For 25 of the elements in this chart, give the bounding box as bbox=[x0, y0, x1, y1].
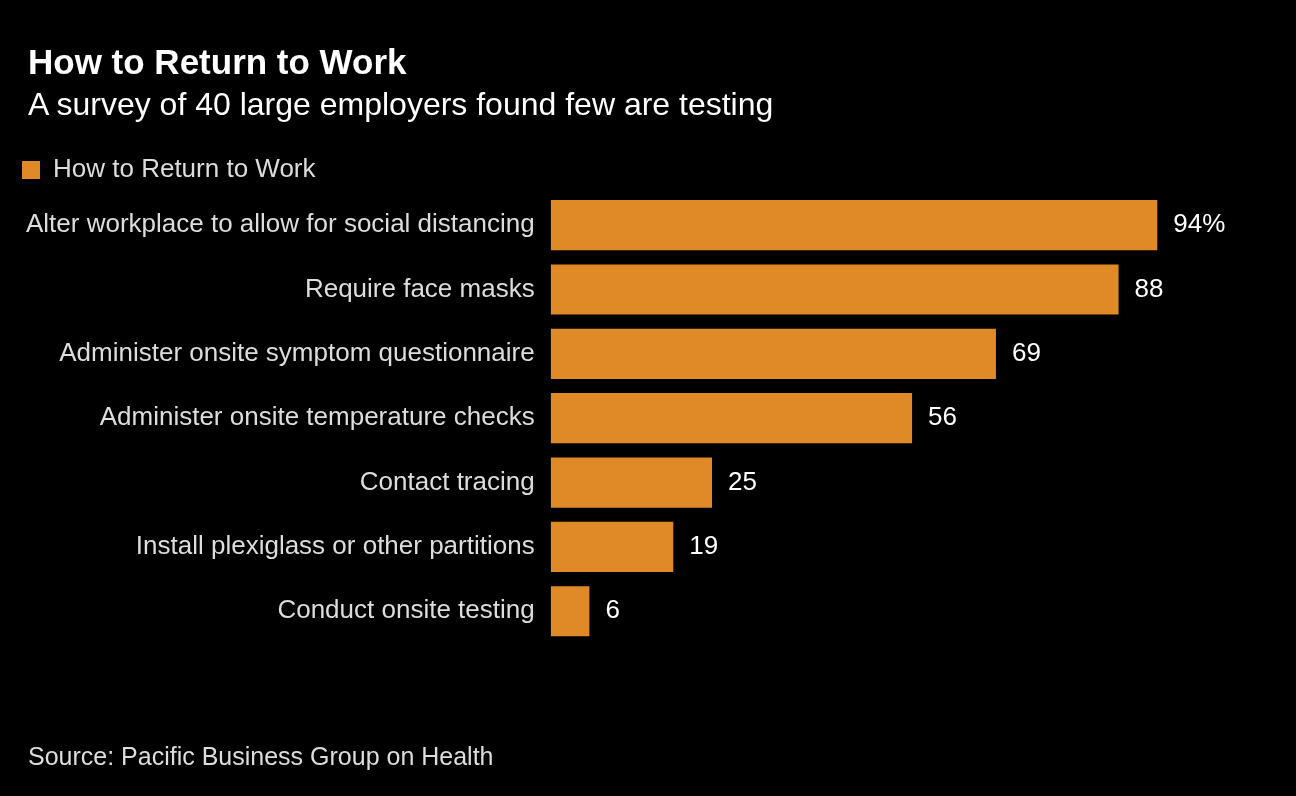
bar bbox=[550, 264, 1119, 315]
bar bbox=[550, 328, 996, 379]
data-label: 88 bbox=[1134, 272, 1164, 303]
data-label: 56 bbox=[928, 401, 957, 432]
y-tick-label: Conduct onsite testing bbox=[277, 594, 535, 625]
y-tick-label: Administer onsite symptom questionnaire bbox=[59, 337, 535, 368]
bar bbox=[550, 521, 674, 572]
data-label: 6 bbox=[605, 594, 620, 625]
chart-subtitle: A survey of 40 large employers found few are testing bbox=[28, 86, 774, 123]
y-tick-label: Require face masks bbox=[304, 272, 535, 303]
y-tick-label: Administer onsite temperature checks bbox=[99, 401, 535, 432]
bar bbox=[550, 393, 913, 444]
legend-label: How to Return to Work bbox=[53, 153, 317, 184]
bar bbox=[550, 586, 590, 637]
text: How to Return to Work bbox=[28, 42, 407, 82]
y-tick-label: Install plexiglass or other partitions bbox=[135, 530, 535, 561]
data-label: 69 bbox=[1011, 337, 1041, 368]
bar bbox=[550, 457, 713, 508]
data-label: 94% bbox=[1173, 208, 1226, 239]
data-label: 19 bbox=[689, 530, 719, 561]
data-label: 25 bbox=[728, 465, 757, 496]
bar bbox=[550, 200, 1158, 251]
y-tick-label: Contact tracing bbox=[359, 465, 535, 496]
y-tick-label: Alter workplace to allow for social distancing bbox=[25, 208, 535, 239]
source-note: Source: Pacific Business Group on Health bbox=[28, 742, 494, 771]
